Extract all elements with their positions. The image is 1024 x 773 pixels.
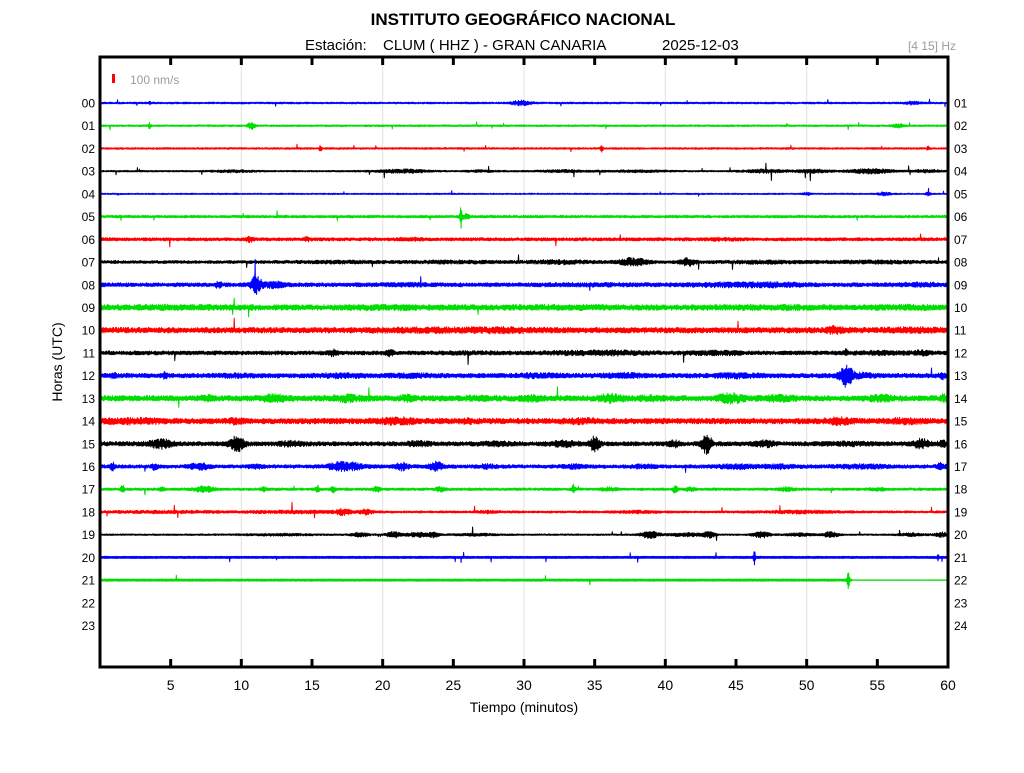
x-tick-label-15: 15 xyxy=(304,677,320,693)
x-tick-label-40: 40 xyxy=(658,677,674,693)
station-value: CLUM ( HHZ ) - GRAN CANARIA xyxy=(383,37,606,54)
x-tick-label-45: 45 xyxy=(728,677,744,693)
hour-label-right-24: 24 xyxy=(954,619,968,633)
hour-label-right-12: 12 xyxy=(954,346,968,360)
hour-label-right-05: 05 xyxy=(954,187,968,201)
trace-layer xyxy=(99,98,949,589)
x-tick-label-50: 50 xyxy=(799,677,815,693)
hour-label-left-05: 05 xyxy=(82,210,96,224)
x-tick-label-60: 60 xyxy=(940,677,956,693)
trace-hour-10 xyxy=(99,317,949,335)
hour-label-left-09: 09 xyxy=(82,301,96,315)
y-axis-title: Horas (UTC) xyxy=(49,322,65,401)
hour-label-left-07: 07 xyxy=(82,256,96,270)
hour-label-right-11: 11 xyxy=(954,324,967,338)
trace-hour-01 xyxy=(99,121,949,131)
trace-hour-20 xyxy=(99,551,949,566)
trace-hour-05 xyxy=(99,207,949,229)
hour-label-left-19: 19 xyxy=(82,528,96,542)
hour-label-right-15: 15 xyxy=(954,415,968,429)
hour-label-left-18: 18 xyxy=(82,505,96,519)
hour-label-left-00: 00 xyxy=(82,97,96,111)
hour-label-left-23: 23 xyxy=(82,619,96,633)
hour-label-right-20: 20 xyxy=(954,528,968,542)
x-tick-label-30: 30 xyxy=(516,677,532,693)
trace-hour-07 xyxy=(99,254,949,270)
hour-label-right-08: 08 xyxy=(954,256,968,270)
hour-label-left-02: 02 xyxy=(82,142,96,156)
hour-label-right-14: 14 xyxy=(954,392,968,406)
trace-hour-00 xyxy=(99,98,949,108)
trace-hour-19 xyxy=(99,526,949,541)
trace-hour-17 xyxy=(99,483,949,496)
trace-hour-03 xyxy=(99,162,949,182)
trace-hour-15 xyxy=(99,434,949,455)
hour-label-left-15: 15 xyxy=(82,437,96,451)
hour-label-right-23: 23 xyxy=(954,596,968,610)
hour-label-left-16: 16 xyxy=(82,460,96,474)
hour-label-left-03: 03 xyxy=(82,165,96,179)
axis-label-layer: 5 10 15 20 25 30 35 40 45 50 55 60 00 01 01 02 02 03 03 04 0… xyxy=(82,97,968,694)
hour-label-left-04: 04 xyxy=(82,187,96,201)
hour-label-left-14: 14 xyxy=(82,415,96,429)
trace-hour-18 xyxy=(99,501,949,519)
trace-hour-06 xyxy=(99,233,949,248)
hour-label-left-17: 17 xyxy=(82,483,96,497)
hour-label-right-13: 13 xyxy=(954,369,968,383)
x-tick-label-25: 25 xyxy=(446,677,462,693)
trace-hour-11 xyxy=(99,348,949,365)
page-title: INSTITUTO GEOGRÁFICO NACIONAL xyxy=(371,10,676,29)
hour-label-right-02: 02 xyxy=(954,119,968,133)
hour-label-right-17: 17 xyxy=(954,460,968,474)
station-label: Estación: xyxy=(305,37,367,54)
trace-hour-08 xyxy=(99,258,949,295)
hour-label-left-21: 21 xyxy=(82,574,96,588)
hour-label-left-12: 12 xyxy=(82,369,96,383)
hour-label-right-03: 03 xyxy=(954,142,968,156)
hour-label-left-06: 06 xyxy=(82,233,96,247)
scale-bar-label: 100 nm/s xyxy=(130,73,179,87)
hour-label-right-01: 01 xyxy=(954,97,968,111)
hour-label-right-10: 10 xyxy=(954,301,968,315)
hour-label-right-21: 21 xyxy=(954,551,968,565)
hour-label-right-07: 07 xyxy=(954,233,968,247)
trace-hour-13 xyxy=(99,386,949,408)
hour-label-left-11: 11 xyxy=(83,346,96,360)
hour-label-left-01: 01 xyxy=(82,119,96,133)
hour-label-right-16: 16 xyxy=(954,437,968,451)
x-tick-label-35: 35 xyxy=(587,677,603,693)
gridline-layer xyxy=(240,57,808,667)
hour-label-right-18: 18 xyxy=(954,483,968,497)
hour-label-left-08: 08 xyxy=(82,278,96,292)
x-tick-label-55: 55 xyxy=(870,677,886,693)
trace-hour-12 xyxy=(99,364,949,388)
trace-hour-14 xyxy=(99,416,949,427)
trace-hour-21 xyxy=(99,572,949,589)
hour-label-left-22: 22 xyxy=(82,596,96,610)
x-tick-label-20: 20 xyxy=(375,677,391,693)
x-tick-label-10: 10 xyxy=(234,677,250,693)
hour-label-right-22: 22 xyxy=(954,574,968,588)
trace-hour-02 xyxy=(99,143,949,153)
hour-label-left-20: 20 xyxy=(82,551,96,565)
scale-bar-icon xyxy=(112,74,115,83)
hour-label-left-10: 10 xyxy=(82,324,96,338)
x-tick-label-5: 5 xyxy=(167,677,175,693)
x-axis-title: Tiempo (minutos) xyxy=(470,699,578,715)
hour-label-left-13: 13 xyxy=(82,392,96,406)
tick-layer xyxy=(169,57,879,667)
hour-label-right-06: 06 xyxy=(954,210,968,224)
hour-label-right-19: 19 xyxy=(954,505,968,519)
trace-hour-04 xyxy=(99,187,949,197)
hour-label-right-09: 09 xyxy=(954,278,968,292)
bandpass-filter-label: [4 15] Hz xyxy=(908,39,956,53)
hour-label-right-04: 04 xyxy=(954,165,968,179)
trace-hour-16 xyxy=(99,460,949,473)
date-value: 2025-12-03 xyxy=(662,37,739,54)
trace-hour-09 xyxy=(99,297,949,318)
